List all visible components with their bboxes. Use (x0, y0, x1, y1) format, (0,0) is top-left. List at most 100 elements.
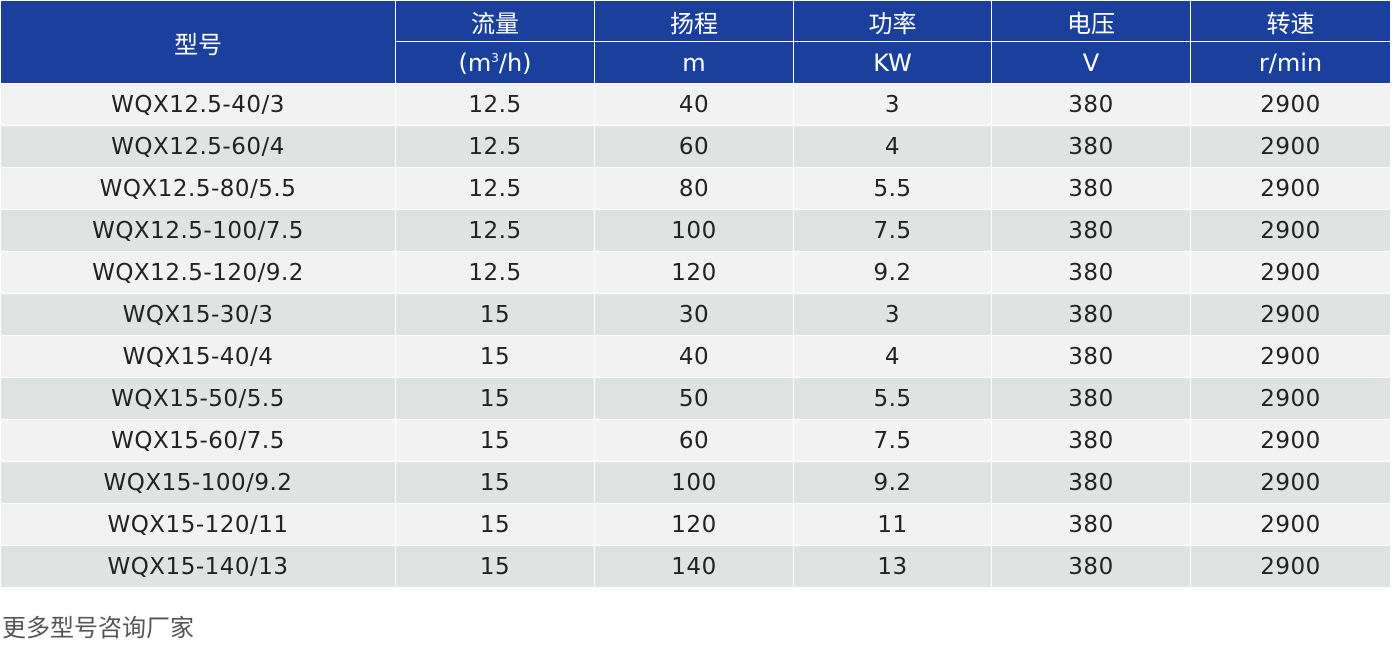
cell-head: 40 (594, 83, 794, 126)
cell-speed: 2900 (1190, 461, 1391, 504)
cell-model: WQX12.5-80/5.5 (0, 167, 396, 210)
cell-flow: 12.5 (395, 167, 595, 210)
cell-speed: 2900 (1190, 419, 1391, 462)
cell-voltage: 380 (991, 293, 1191, 336)
cell-head: 100 (594, 461, 794, 504)
header-speed-unit: r/min (1190, 41, 1391, 84)
table-row: WQX15-30/3 15 30 3 380 2900 (0, 293, 1391, 336)
cell-model: WQX12.5-60/4 (0, 125, 396, 168)
cell-speed: 2900 (1190, 125, 1391, 168)
cell-head: 80 (594, 167, 794, 210)
table-row: WQX15-120/11 15 120 11 380 2900 (0, 503, 1391, 546)
cell-voltage: 380 (991, 545, 1191, 588)
flow-unit-sup: 3 (491, 50, 499, 65)
cell-flow: 15 (395, 377, 595, 420)
spec-table: 型号 流量 扬程 功率 电压 转速 (m3/h) m KW V r/min WQ… (0, 0, 1391, 588)
table-row: WQX15-40/4 15 40 4 380 2900 (0, 335, 1391, 378)
cell-power: 7.5 (793, 419, 992, 462)
cell-flow: 15 (395, 461, 595, 504)
cell-power: 13 (793, 545, 992, 588)
cell-speed: 2900 (1190, 545, 1391, 588)
cell-flow: 15 (395, 293, 595, 336)
header-head: 扬程 (594, 0, 794, 42)
header-voltage-unit: V (991, 41, 1191, 84)
cell-model: WQX15-30/3 (0, 293, 396, 336)
cell-voltage: 380 (991, 83, 1191, 126)
table-row: WQX12.5-100/7.5 12.5 100 7.5 380 2900 (0, 209, 1391, 252)
cell-speed: 2900 (1190, 503, 1391, 546)
flow-unit-post: /h) (498, 48, 532, 77)
cell-model: WQX15-100/9.2 (0, 461, 396, 504)
cell-model: WQX15-40/4 (0, 335, 396, 378)
cell-head: 120 (594, 503, 794, 546)
cell-speed: 2900 (1190, 167, 1391, 210)
cell-power: 11 (793, 503, 992, 546)
cell-head: 120 (594, 251, 794, 294)
cell-power: 5.5 (793, 377, 992, 420)
cell-model: WQX12.5-100/7.5 (0, 209, 396, 252)
cell-voltage: 380 (991, 419, 1191, 462)
cell-power: 9.2 (793, 251, 992, 294)
cell-power: 3 (793, 83, 992, 126)
cell-speed: 2900 (1190, 83, 1391, 126)
cell-flow: 12.5 (395, 83, 595, 126)
cell-speed: 2900 (1190, 251, 1391, 294)
cell-model: WQX15-50/5.5 (0, 377, 396, 420)
header-voltage: 电压 (991, 0, 1191, 42)
cell-flow: 15 (395, 335, 595, 378)
cell-head: 140 (594, 545, 794, 588)
cell-flow: 12.5 (395, 125, 595, 168)
header-model: 型号 (0, 0, 396, 84)
cell-voltage: 380 (991, 251, 1191, 294)
table-row: WQX12.5-60/4 12.5 60 4 380 2900 (0, 125, 1391, 168)
flow-unit-pre: (m (458, 48, 492, 77)
cell-head: 40 (594, 335, 794, 378)
table-row: WQX15-60/7.5 15 60 7.5 380 2900 (0, 419, 1391, 462)
table-row: WQX12.5-120/9.2 12.5 120 9.2 380 2900 (0, 251, 1391, 294)
table-header: 型号 流量 扬程 功率 电压 转速 (m3/h) m KW V r/min (0, 0, 1391, 84)
table-row: WQX12.5-80/5.5 12.5 80 5.5 380 2900 (0, 167, 1391, 210)
cell-speed: 2900 (1190, 293, 1391, 336)
cell-power: 4 (793, 335, 992, 378)
cell-model: WQX12.5-120/9.2 (0, 251, 396, 294)
cell-head: 60 (594, 419, 794, 462)
cell-head: 30 (594, 293, 794, 336)
table-row: WQX15-100/9.2 15 100 9.2 380 2900 (0, 461, 1391, 504)
cell-power: 7.5 (793, 209, 992, 252)
cell-head: 100 (594, 209, 794, 252)
table-row: WQX12.5-40/3 12.5 40 3 380 2900 (0, 83, 1391, 126)
table-row: WQX15-50/5.5 15 50 5.5 380 2900 (0, 377, 1391, 420)
cell-model: WQX15-140/13 (0, 545, 396, 588)
cell-head: 60 (594, 125, 794, 168)
cell-power: 9.2 (793, 461, 992, 504)
cell-flow: 12.5 (395, 251, 595, 294)
cell-voltage: 380 (991, 377, 1191, 420)
cell-power: 5.5 (793, 167, 992, 210)
cell-voltage: 380 (991, 209, 1191, 252)
cell-model: WQX15-60/7.5 (0, 419, 396, 462)
table-body: WQX12.5-40/3 12.5 40 3 380 2900 WQX12.5-60/4 12… (0, 83, 1391, 588)
header-power: 功率 (793, 0, 992, 42)
table-row: WQX15-140/13 15 140 13 380 2900 (0, 545, 1391, 588)
cell-speed: 2900 (1190, 209, 1391, 252)
cell-voltage: 380 (991, 125, 1191, 168)
header-power-unit: KW (793, 41, 992, 84)
cell-voltage: 380 (991, 335, 1191, 378)
footer-note: 更多型号咨询厂家 (2, 614, 194, 642)
header-head-unit: m (594, 41, 794, 84)
cell-flow: 15 (395, 545, 595, 588)
cell-flow: 15 (395, 503, 595, 546)
cell-model: WQX15-120/11 (0, 503, 396, 546)
header-flow-unit: (m3/h) (395, 41, 595, 84)
cell-flow: 15 (395, 419, 595, 462)
cell-speed: 2900 (1190, 377, 1391, 420)
cell-power: 3 (793, 293, 992, 336)
cell-flow: 12.5 (395, 209, 595, 252)
cell-power: 4 (793, 125, 992, 168)
header-speed: 转速 (1190, 0, 1391, 42)
cell-voltage: 380 (991, 167, 1191, 210)
cell-head: 50 (594, 377, 794, 420)
header-flow: 流量 (395, 0, 595, 42)
cell-voltage: 380 (991, 503, 1191, 546)
cell-speed: 2900 (1190, 335, 1391, 378)
